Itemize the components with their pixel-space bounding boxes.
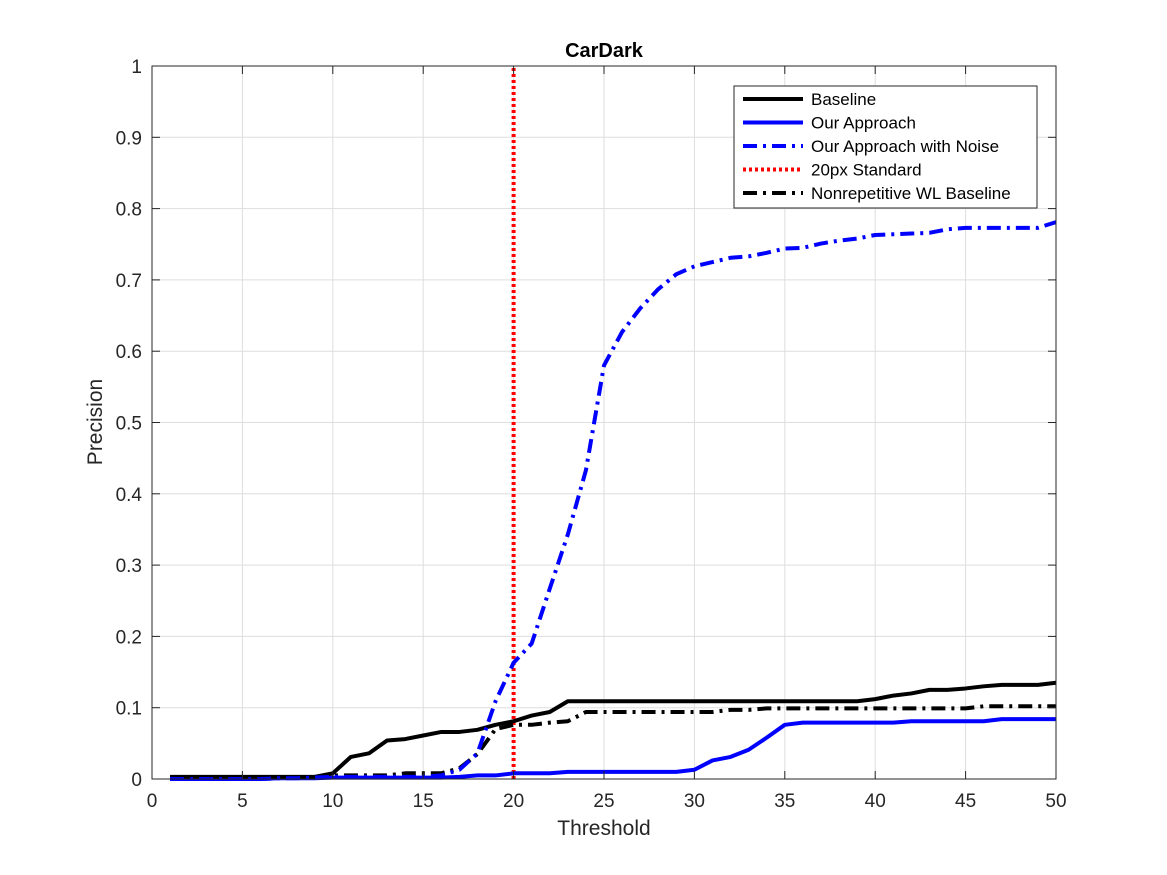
x-tick-label: 25 <box>593 791 614 812</box>
grid <box>152 66 1056 779</box>
x-tick-label: 50 <box>1045 791 1066 812</box>
y-tick-label: 0.3 <box>116 556 142 577</box>
y-tick-label: 0 <box>131 770 142 791</box>
legend-label: 20px Standard <box>811 161 922 180</box>
legend-label: Baseline <box>811 90 876 109</box>
y-tick-label: 1 <box>131 57 142 78</box>
legend-label: Nonrepetitive WL Baseline <box>811 184 1011 203</box>
x-tick-label: 0 <box>147 791 158 812</box>
x-tick-label: 15 <box>413 791 434 812</box>
ticks: 0 5 10 15 20 25 30 35 40 45 50 0 0.1 0.2 0.3 0.4 0.5 0.6 0… <box>116 57 1067 812</box>
legend: Baseline Our Approach Our Approach with No… <box>733 85 1038 209</box>
y-tick-label: 0.8 <box>116 200 142 221</box>
series-line-2 <box>170 220 1057 781</box>
y-tick-label: 0.1 <box>116 699 142 720</box>
y-tick-label: 0.6 <box>116 342 142 363</box>
legend-label: Our Approach <box>811 114 916 133</box>
x-tick-label: 35 <box>774 791 795 812</box>
chart-title: CarDark <box>565 40 644 62</box>
y-tick-label: 0.9 <box>116 128 142 149</box>
x-tick-label: 40 <box>865 791 886 812</box>
y-tick-label: 0.2 <box>116 627 142 648</box>
x-axis-label: Threshold <box>557 817 650 840</box>
x-tick-label: 30 <box>684 791 705 812</box>
x-tick-label: 45 <box>955 791 976 812</box>
x-tick-label: 20 <box>503 791 524 812</box>
y-tick-label: 0.7 <box>116 271 142 292</box>
legend-label: Our Approach with Noise <box>811 137 999 156</box>
y-axis-label: Precision <box>84 379 107 465</box>
series-layer <box>170 66 1057 781</box>
y-tick-label: 0.5 <box>116 414 142 435</box>
y-tick-label: 0.4 <box>116 485 143 506</box>
x-tick-label: 10 <box>322 791 343 812</box>
x-tick-label: 5 <box>237 791 248 812</box>
